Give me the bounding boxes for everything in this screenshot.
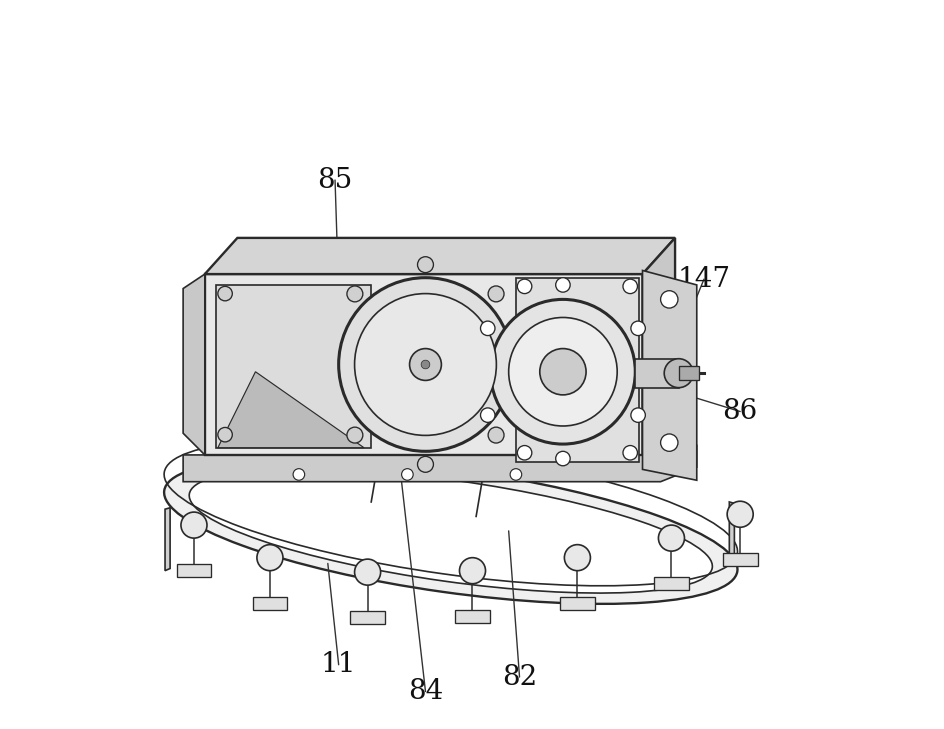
Ellipse shape [354,294,496,435]
Text: 82: 82 [501,663,536,690]
Bar [653,577,688,590]
Circle shape [488,286,503,302]
Circle shape [346,286,362,302]
Circle shape [480,408,495,422]
Circle shape [622,445,637,460]
Circle shape [346,427,362,443]
Ellipse shape [508,317,616,426]
Bar [634,359,678,388]
Circle shape [421,360,430,369]
Circle shape [516,445,531,460]
Polygon shape [183,274,205,455]
Polygon shape [205,274,642,455]
Bar [350,611,384,624]
Circle shape [726,502,752,527]
Polygon shape [183,445,696,482]
Text: 86: 86 [722,398,757,425]
Bar [252,597,287,609]
Ellipse shape [189,469,712,593]
Text: 84: 84 [408,678,443,705]
Circle shape [622,279,637,294]
Ellipse shape [539,348,585,395]
Text: 147: 147 [677,265,730,292]
Circle shape [516,279,531,294]
Circle shape [417,456,433,472]
Polygon shape [205,238,674,274]
Polygon shape [729,502,733,561]
Polygon shape [218,372,363,448]
Circle shape [631,408,645,422]
Circle shape [354,559,380,585]
Bar [722,553,757,566]
Polygon shape [642,238,674,455]
Bar [215,285,371,448]
Circle shape [417,257,433,273]
Circle shape [293,469,304,480]
Circle shape [257,545,282,571]
Circle shape [459,558,485,584]
Circle shape [660,291,677,308]
Ellipse shape [409,348,441,381]
Ellipse shape [664,359,692,388]
Ellipse shape [338,278,512,451]
Circle shape [564,545,590,571]
Circle shape [631,321,645,335]
Circle shape [218,286,232,301]
Polygon shape [165,507,170,571]
Bar [560,597,594,609]
Circle shape [660,434,677,451]
Circle shape [480,321,495,335]
Circle shape [218,427,232,442]
Text: 11: 11 [321,651,356,678]
Polygon shape [642,270,696,480]
Bar [678,366,699,381]
Circle shape [180,512,207,538]
Circle shape [488,427,503,443]
Text: 134: 134 [577,237,630,264]
Bar [455,609,489,623]
Polygon shape [515,278,638,462]
Circle shape [555,451,569,466]
Circle shape [401,469,413,480]
Ellipse shape [490,300,634,444]
Circle shape [658,525,683,551]
Ellipse shape [164,458,736,604]
Text: 85: 85 [317,166,352,193]
Circle shape [510,469,521,480]
Circle shape [555,278,569,292]
Bar [177,564,211,577]
